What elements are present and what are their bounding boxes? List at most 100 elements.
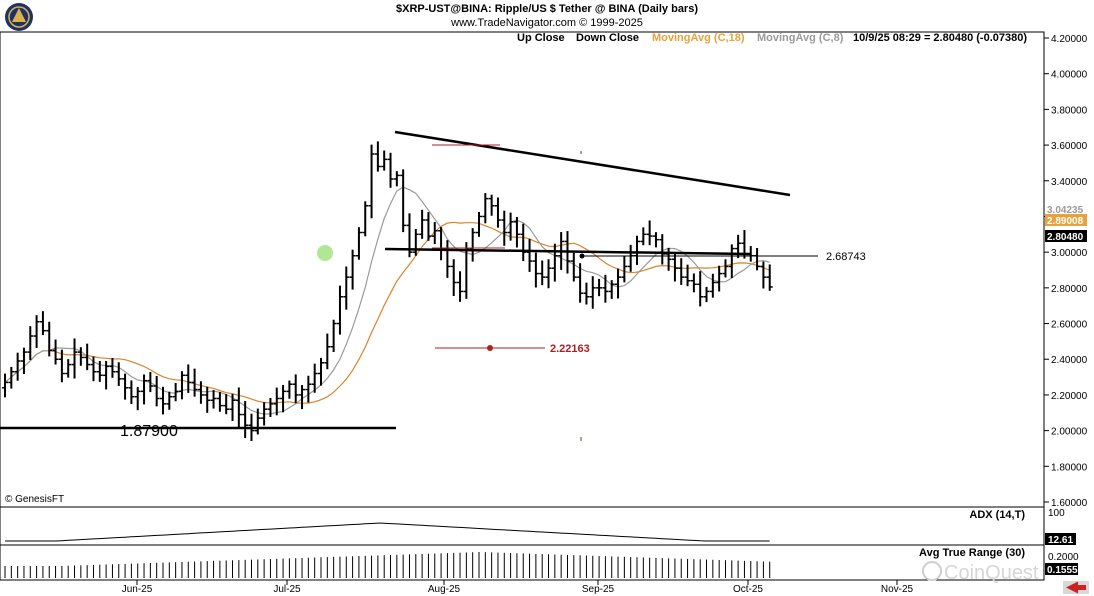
y-tick-label: 3.60000 <box>1051 141 1088 152</box>
ma8-line <box>4 186 770 415</box>
ohlc-bar <box>103 360 110 390</box>
resistance-trendline <box>394 130 791 197</box>
ohlc-bar <box>412 228 419 256</box>
ohlc-bar <box>532 252 539 288</box>
coinquest-watermark: CoinQuest <box>922 561 1039 584</box>
ohlc-bar <box>513 216 520 248</box>
ohlc-bar <box>684 264 691 287</box>
y-tick-label: 1.80000 <box>1051 462 1088 473</box>
ohlc-bar <box>2 373 8 398</box>
ohlc-bar <box>589 276 596 309</box>
y-tick-label: 1.60000 <box>1051 498 1088 509</box>
ohlc-bar <box>596 278 603 297</box>
moving-average-18 <box>4 221 770 404</box>
ohlc-bar <box>728 244 735 278</box>
ohlc-bar <box>697 271 704 307</box>
legend-ma18: MovingAvg (C,18) <box>652 32 745 44</box>
ohlc-bar <box>77 347 84 366</box>
ohlc-bar <box>678 258 685 285</box>
ohlc-bar <box>330 319 337 352</box>
y-tick-label: 4.20000 <box>1051 34 1088 45</box>
ohlc-bar <box>305 375 312 403</box>
ohlc-bar <box>172 382 179 402</box>
y-tick-label: 2.20000 <box>1051 391 1088 402</box>
ohlc-bar <box>760 261 767 289</box>
ohlc-bar <box>141 374 148 405</box>
atr-value-tag <box>1045 563 1078 575</box>
ohlc-bar <box>261 402 268 426</box>
ohlc-bar <box>58 349 65 383</box>
level-label-2687: 2.68743 <box>826 251 866 263</box>
ohlc-bar <box>166 391 173 410</box>
ohlc-bar <box>488 194 495 216</box>
legend-down-close: Down Close <box>576 32 639 44</box>
genesis-logo-icon <box>5 3 33 31</box>
y-tick-label: 2.00000 <box>1051 427 1088 438</box>
ohlc-bar <box>507 212 514 241</box>
ohlc-bar <box>545 259 552 289</box>
ohlc-bar <box>583 282 590 305</box>
ohlc-bar <box>96 360 103 382</box>
ohlc-bar <box>254 408 261 435</box>
ohlc-bar <box>122 373 129 400</box>
ohlc-bar <box>362 201 369 237</box>
ohlc-bar <box>235 387 242 429</box>
ohlc-bar <box>273 387 280 416</box>
ohlc-bar <box>431 222 438 245</box>
scroll-right-arrow-icon[interactable] <box>1063 581 1089 594</box>
adx-path <box>5 522 770 542</box>
ohlc-bar <box>450 259 457 297</box>
ohlc-bar <box>343 266 350 310</box>
trend-lines: 1.87900 2.68743 2.22163 <box>0 130 866 441</box>
ohlc-bar <box>147 372 154 393</box>
ohlc-bar <box>551 243 558 282</box>
x-tick-label: Jun-25 <box>122 584 153 595</box>
y-axis: 4.200004.000003.800003.600003.400003.200… <box>1044 34 1088 509</box>
ohlc-bar <box>602 274 609 303</box>
ohlc-bar <box>8 366 15 389</box>
ohlc-bar <box>570 252 577 282</box>
ohlc-bar <box>27 326 34 361</box>
ohlc-bar <box>191 368 198 397</box>
adx-panel <box>0 506 1045 546</box>
legend-quote: 10/9/25 08:29 = 2.80480 (-0.07380) <box>853 32 1027 44</box>
ohlc-bar <box>387 152 394 188</box>
atr-label: Avg True Range (30) <box>919 547 1025 559</box>
ohlc-bar <box>292 374 299 404</box>
ohlc-bar <box>160 386 166 415</box>
adx-line <box>5 522 770 542</box>
ohlc-bar <box>652 232 659 248</box>
ohlc-bar <box>722 259 729 278</box>
ohlc-bar <box>267 397 274 417</box>
price-tag-box <box>1045 214 1087 226</box>
ohlc-bar <box>324 333 331 370</box>
ohlc-bar <box>14 352 21 381</box>
legend-ma8: MovingAvg (C,8) <box>757 32 844 44</box>
ohlc-bar <box>709 273 716 298</box>
ohlc-bar <box>109 358 116 378</box>
ohlc-bar <box>608 280 615 299</box>
ohlc-bar <box>185 364 192 393</box>
ohlc-bar <box>299 385 306 410</box>
y-tick-label: 3.00000 <box>1051 248 1088 259</box>
level-label-1879: 1.87900 <box>120 423 178 440</box>
adx-label: ADX (14,T) <box>969 509 1025 521</box>
adx-value: 12.61 <box>1048 535 1073 546</box>
ohlc-bar <box>539 260 546 286</box>
level-dot-2221 <box>487 345 493 351</box>
atr-value: 0.1555 <box>1047 565 1078 576</box>
adx-tick: 100 <box>1048 508 1065 519</box>
ohlc-bar <box>476 212 482 237</box>
ohlc-bar <box>646 220 653 246</box>
ohlc-bar <box>621 255 628 283</box>
coinquest-label: CoinQuest <box>944 562 1039 584</box>
ohlc-bar <box>716 265 723 292</box>
chart-title: $XRP-UST@BINA: Ripple/US $ Tether @ BINA… <box>396 3 698 15</box>
y-tick-label: 4.00000 <box>1051 70 1088 81</box>
price-tag-label: 2.80480 <box>1047 232 1084 243</box>
ohlc-bar <box>640 227 647 246</box>
ohlc-bar <box>766 264 773 291</box>
ma18-line <box>4 221 770 404</box>
